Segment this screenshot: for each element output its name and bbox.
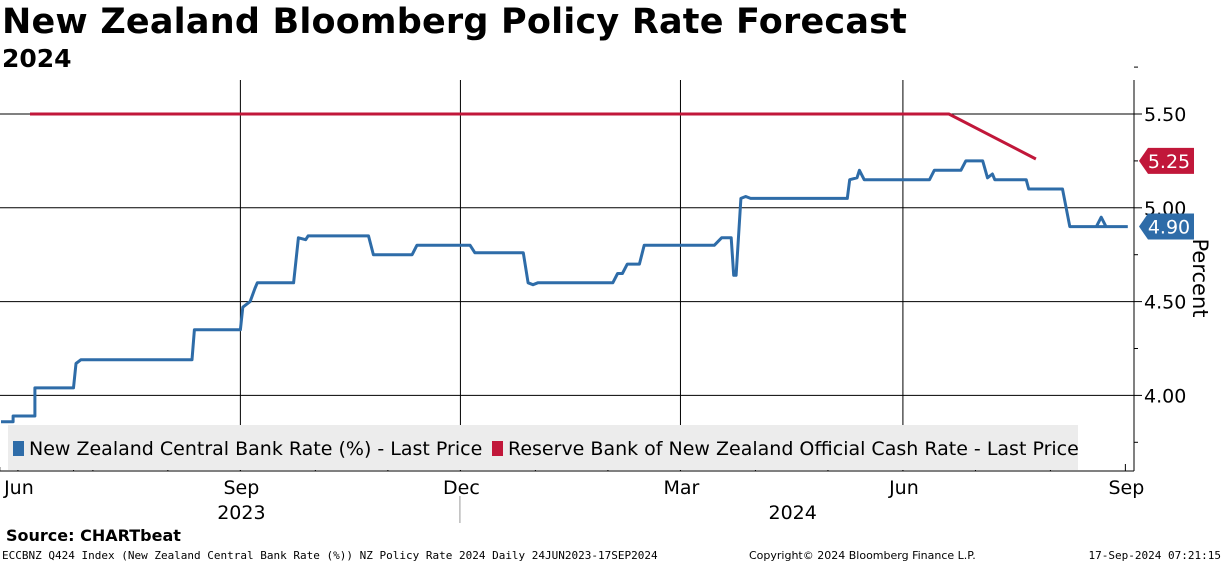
legend-label: New Zealand Central Bank Rate (%) - Last… — [29, 438, 482, 460]
plot-background — [0, 80, 1134, 471]
footer-index-info: ECCBNZ Q424 Index (New Zealand Central B… — [2, 549, 658, 562]
x-tick-label: Sep — [1108, 477, 1144, 499]
legend-swatch — [492, 441, 503, 456]
x-tick-label: Jun — [3, 477, 34, 499]
last-value-label: 4.90 — [1148, 217, 1190, 239]
series-line-nz-central-bank-rate — [1, 159, 1128, 424]
y-tick-label: 4.50 — [1144, 292, 1186, 314]
x-tick-label: Sep — [223, 477, 259, 499]
last-value-tag-blue — [1139, 213, 1194, 240]
last-value-label: 5.25 — [1148, 151, 1190, 173]
chart-title: New Zealand Bloomberg Policy Rate Foreca… — [2, 2, 908, 42]
legend-box — [8, 425, 1078, 470]
y-tick-label: 4.00 — [1144, 385, 1186, 407]
year-label: 2023 — [217, 502, 265, 524]
y-axis-label: Percent — [1188, 238, 1212, 317]
footer-copyright: Copyright© 2024 Bloomberg Finance L.P. — [749, 549, 976, 562]
last-value-tag-red — [1139, 147, 1194, 174]
chart-subtitle: 2024 — [2, 44, 72, 73]
series-line-rbnz-ocr — [30, 112, 1037, 161]
year-label: 2024 — [769, 502, 817, 524]
y-tick-label: 5.50 — [1144, 104, 1186, 126]
legend-label: Reserve Bank of New Zealand Official Cas… — [508, 438, 1079, 460]
footer-timestamp: 17-Sep-2024 07:21:15 — [1088, 549, 1221, 562]
x-tick-label: Mar — [664, 477, 700, 499]
source-text: Source: CHARTbeat — [6, 526, 181, 545]
x-tick-label: Dec — [443, 477, 480, 499]
x-tick-label: Jun — [888, 477, 919, 499]
legend-swatch — [13, 441, 24, 456]
